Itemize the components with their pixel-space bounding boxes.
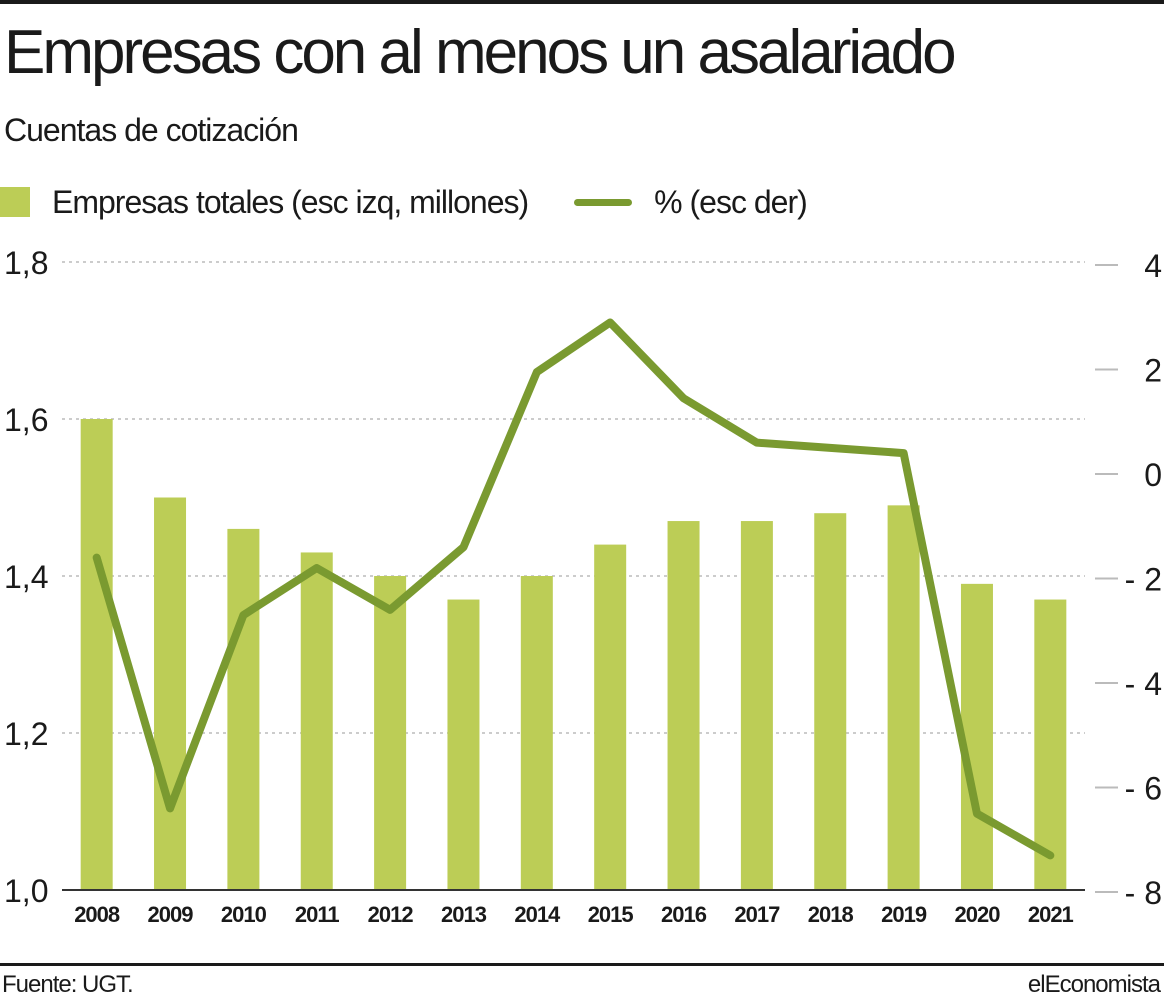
y-left-tick-label: 1,6: [4, 402, 48, 438]
x-tick-label: 2020: [954, 902, 1000, 927]
x-tick-label: 2010: [221, 902, 267, 927]
bar: [960, 583, 993, 890]
bar: [667, 521, 700, 890]
brand-logo-text: elEconomista: [1027, 971, 1161, 998]
y-right-tick-label: - 8: [1125, 875, 1162, 911]
y-left-tick-label: 1,2: [4, 716, 48, 752]
x-tick-label: 2018: [808, 902, 854, 927]
y-right-tick-label: 2: [1144, 353, 1162, 389]
x-tick-label: 2014: [514, 902, 561, 927]
legend-line-swatch: [574, 198, 633, 206]
y-right-tick-label: 0: [1144, 457, 1162, 493]
chart-subtitle: Cuentas de cotización: [4, 112, 299, 148]
top-rule: [0, 0, 1164, 4]
source-note: Fuente: UGT.: [2, 971, 134, 998]
bar: [80, 419, 113, 890]
chart-svg: 1,0 1,2 1,4 1,6 1,8 - 8 - 6 - 4 - 2 0 2 4 2008 2009 20…: [4, 245, 1162, 927]
legend-line-label: % (esc der): [654, 183, 808, 220]
x-tick-label: 2011: [295, 902, 339, 927]
x-tick-label: 2008: [74, 902, 120, 927]
x-tick-label: 2019: [881, 902, 927, 927]
line-series: [92, 318, 1055, 860]
x-tick-label: 2009: [148, 902, 194, 927]
y-right-tick-label: - 4: [1125, 666, 1162, 702]
legend-bar-label: Empresas totales (esc izq, millones): [52, 183, 529, 220]
bar: [520, 576, 553, 890]
bar: [300, 552, 333, 890]
bar: [814, 513, 847, 890]
x-tick-label: 2015: [588, 902, 634, 927]
y-left-tick-label: 1,8: [4, 245, 48, 281]
bar: [374, 576, 407, 890]
y-right-tick-label: 4: [1144, 248, 1162, 284]
y-left-tick-label: 1,4: [4, 559, 48, 595]
x-tick-label: 2013: [441, 902, 487, 927]
bar: [447, 599, 480, 890]
x-tick-label: 2021: [1028, 902, 1074, 927]
bar: [887, 505, 920, 890]
x-tick-label: 2016: [661, 902, 707, 927]
y-right-tick-label: - 2: [1125, 562, 1162, 598]
y-left-tick-label: 1,0: [4, 873, 48, 909]
x-tick-label: 2017: [734, 902, 780, 927]
bottom-rule: [0, 963, 1164, 966]
chart-title: Empresas con al menos un asalariado: [4, 18, 957, 87]
bar: [154, 497, 187, 890]
y-right-tick-label: - 6: [1125, 771, 1162, 807]
legend-bar-swatch: [0, 187, 30, 217]
bar: [1034, 599, 1067, 890]
bar: [227, 528, 260, 890]
bar: [740, 521, 773, 890]
x-tick-label: 2012: [368, 902, 414, 927]
bar: [594, 544, 627, 890]
legend: Empresas totales (esc izq, millones) % (…: [0, 180, 808, 224]
